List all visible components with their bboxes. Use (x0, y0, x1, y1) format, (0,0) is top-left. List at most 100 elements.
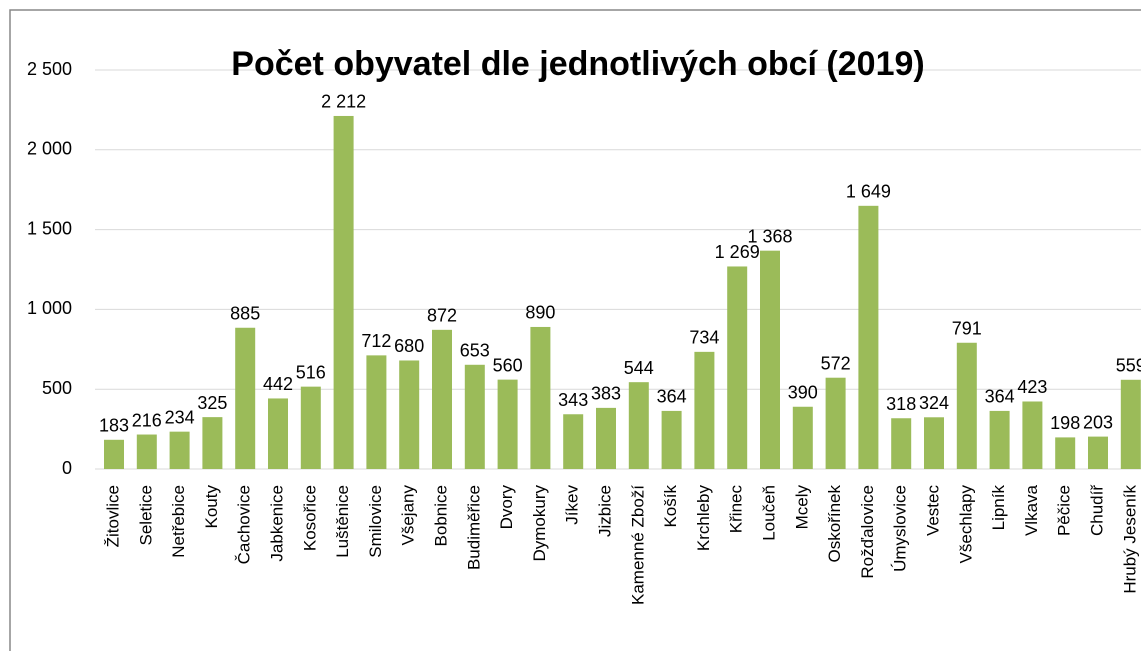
bar (1055, 437, 1076, 469)
bar (530, 326, 551, 469)
x-tick-label: Chudíř (1087, 485, 1106, 536)
x-tick-label: Kamenné Zboží (628, 485, 647, 605)
bar (628, 382, 649, 469)
bar (1022, 401, 1043, 469)
x-tick-label: Všejany (399, 485, 418, 546)
value-label: 2 212 (321, 92, 366, 112)
x-tick-label: Vlkava (1022, 484, 1041, 536)
bar (268, 398, 288, 469)
value-label: 364 (985, 387, 1015, 407)
x-tick-label: Smilovice (366, 485, 385, 558)
value-label: 390 (788, 383, 818, 403)
x-tick-label: Košík (661, 485, 680, 528)
value-label: 872 (427, 306, 457, 326)
value-label: 442 (263, 374, 293, 394)
x-tick-label: Kosořice (300, 485, 319, 551)
y-tick-label: 2 500 (27, 59, 72, 79)
x-tick-label: Čachovice (235, 485, 254, 564)
x-tick-label: Budiměřice (464, 485, 483, 570)
value-label: 712 (361, 331, 391, 351)
bar (956, 342, 977, 469)
bar (760, 250, 780, 469)
bar (563, 414, 584, 469)
x-tick-label: Pěčice (1055, 485, 1074, 536)
bar (399, 360, 420, 469)
bar (596, 407, 616, 469)
value-label: 343 (558, 390, 588, 410)
y-tick-label: 1 000 (27, 298, 72, 318)
bar (1088, 436, 1108, 469)
value-label: 183 (99, 416, 129, 436)
value-label: 791 (952, 319, 982, 339)
value-label: 680 (394, 336, 424, 356)
bar (661, 410, 682, 469)
bar (104, 439, 124, 469)
x-tick-label: Hrubý Jeseník (1120, 485, 1139, 594)
x-tick-label: Luštěnice (333, 485, 352, 558)
bar (891, 418, 912, 469)
value-label: 734 (689, 328, 719, 348)
x-tick-label: Všechlapy (956, 485, 975, 564)
chart-title: Počet obyvatel dle jednotlivých obcí (20… (231, 45, 924, 83)
bar (235, 327, 256, 469)
value-label: 198 (1050, 413, 1080, 433)
value-label: 364 (657, 387, 687, 407)
value-label: 544 (624, 358, 654, 378)
x-tick-label: Netřebice (169, 485, 188, 558)
y-tick-label: 500 (42, 378, 72, 398)
x-tick-label: Jabkenice (267, 485, 286, 562)
x-tick-label: Bobnice (431, 485, 450, 546)
value-label: 325 (197, 393, 227, 413)
value-label: 885 (230, 304, 260, 324)
value-label: 203 (1083, 412, 1113, 432)
x-tick-label: Vestec (923, 485, 942, 537)
bar (825, 377, 846, 469)
x-tick-label: Rožďalovice (858, 485, 877, 579)
x-tick-label: Krchleby (694, 485, 713, 552)
bar (366, 355, 387, 469)
value-label: 572 (821, 353, 851, 373)
value-label: 653 (460, 341, 490, 361)
bar (300, 386, 321, 469)
bar (169, 431, 190, 469)
x-tick-label: Jizbice (595, 485, 614, 537)
bar (1120, 379, 1141, 469)
bar (497, 379, 518, 469)
y-tick-label: 1 500 (27, 218, 72, 238)
x-tick-label: Seletice (136, 485, 155, 545)
bar (858, 205, 879, 470)
bar (202, 417, 223, 469)
bar (136, 434, 157, 469)
bar (432, 329, 452, 469)
bar (989, 410, 1010, 469)
bar (727, 266, 748, 469)
bar (333, 115, 354, 470)
value-label: 423 (1017, 377, 1047, 397)
value-label: 318 (886, 394, 916, 414)
bar (924, 417, 944, 469)
value-label: 234 (165, 407, 195, 427)
value-label: 1 368 (747, 226, 792, 246)
value-label: 560 (493, 355, 523, 375)
bar (792, 406, 813, 469)
value-label: 559 (1116, 356, 1141, 376)
x-tick-label: Lipník (989, 485, 1008, 531)
x-tick-label: Loučeň (759, 485, 778, 541)
value-label: 1 269 (715, 242, 760, 262)
x-tick-label: Oskořínek (825, 485, 844, 563)
value-label: 1 649 (846, 182, 891, 202)
x-tick-label: Dymokury (530, 485, 549, 562)
x-tick-label: Kouty (202, 485, 221, 529)
bar (694, 351, 715, 469)
y-tick-label: 2 000 (27, 139, 72, 159)
x-tick-label: Dvory (497, 485, 516, 530)
value-label: 383 (591, 384, 621, 404)
y-tick-label: 0 (62, 458, 72, 478)
x-tick-label: Mcely (792, 485, 811, 530)
x-tick-label: Žitovlice (103, 485, 122, 547)
marks (104, 115, 1141, 470)
value-label: 216 (132, 410, 162, 430)
bar (464, 364, 485, 469)
